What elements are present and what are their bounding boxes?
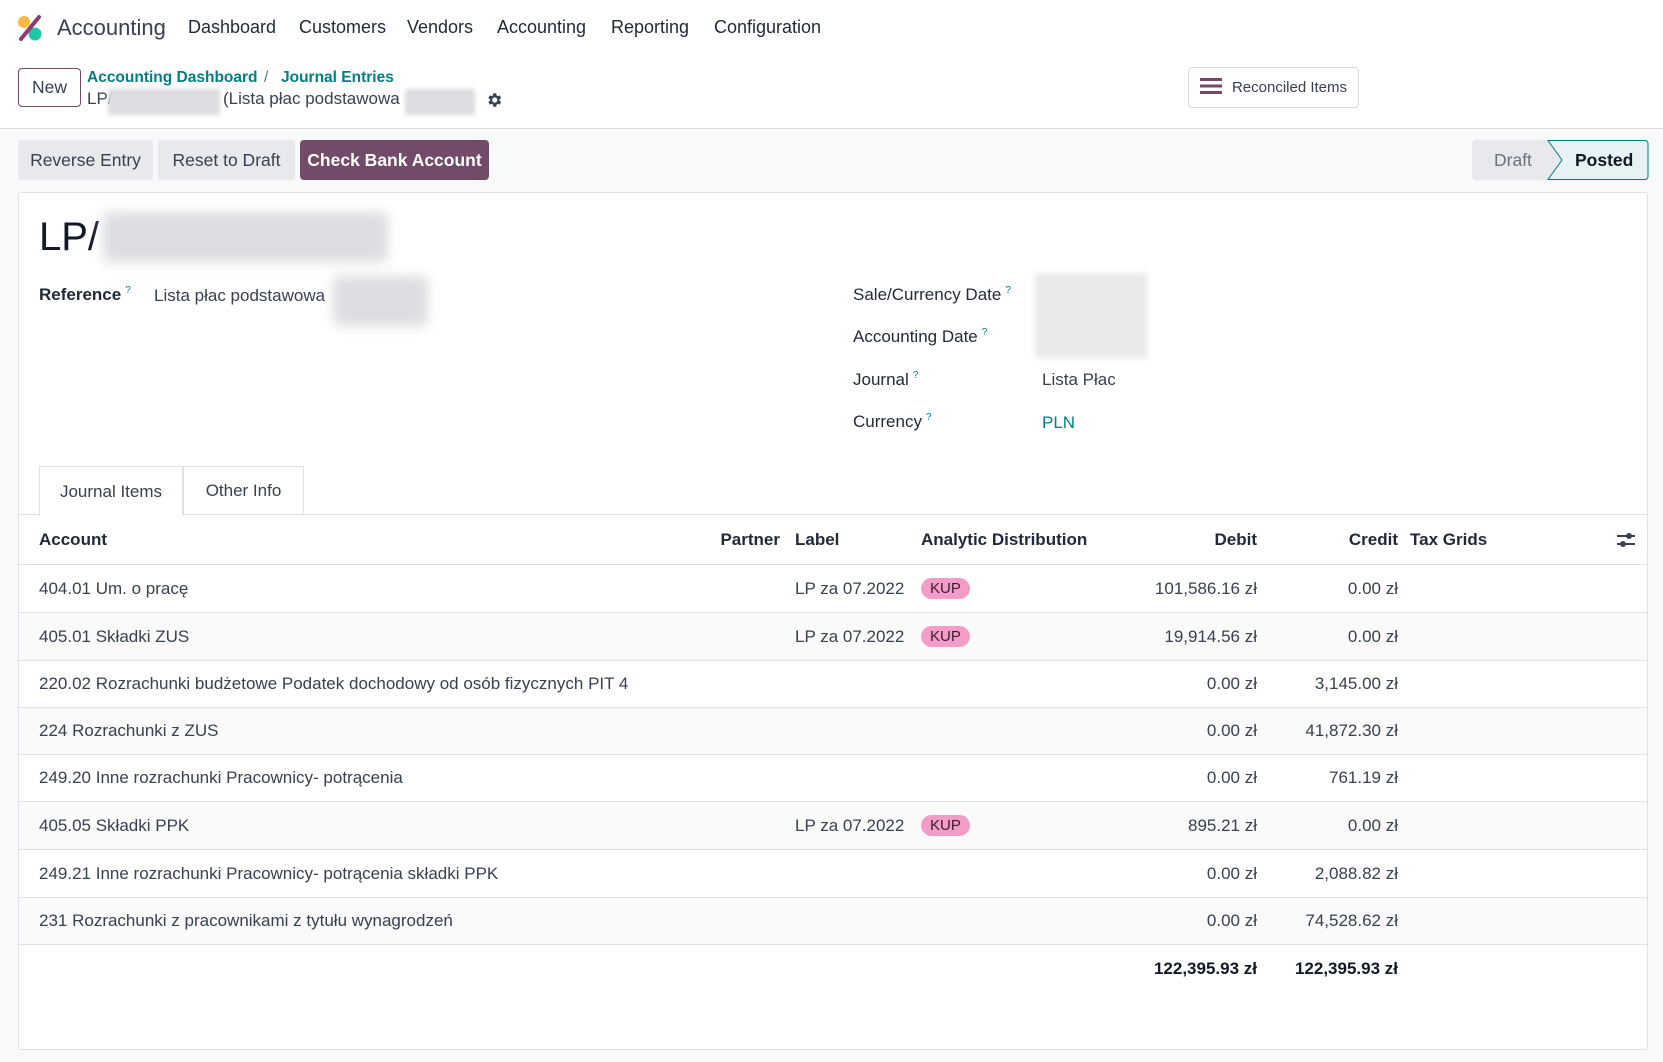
table-row[interactable]: 220.02 Rozrachunki budżetowe Podatek doc… bbox=[19, 661, 1647, 708]
label-cell: LP za 07.2022 bbox=[795, 815, 905, 835]
analytic-badge: KUP bbox=[921, 815, 970, 836]
record-name-prefix: LP/ bbox=[87, 89, 113, 108]
list-icon bbox=[1199, 77, 1222, 98]
debit-cell: 895.21 zł bbox=[1188, 815, 1257, 835]
control-panel: New Accounting Dashboard / Journal Entri… bbox=[0, 57, 1663, 129]
table-row[interactable]: 224 Rozrachunki z ZUS 0.00 zł 41,872.30 zł bbox=[19, 708, 1647, 755]
label-cell: LP za 07.2022 bbox=[795, 578, 905, 598]
check-bank-account-button[interactable]: Check Bank Account bbox=[300, 140, 489, 180]
credit-cell: 0.00 zł bbox=[1347, 815, 1398, 835]
status-posted-shape bbox=[1547, 140, 1649, 180]
col-debit[interactable]: Debit bbox=[1214, 529, 1258, 549]
status-draft[interactable]: Draft bbox=[1472, 140, 1562, 180]
account-cell: 404.01 Um. o pracę bbox=[39, 578, 189, 598]
credit-cell: 761.19 zł bbox=[1329, 768, 1398, 787]
optional-columns-icon[interactable] bbox=[1616, 515, 1636, 564]
credit-cell: 74,528.62 zł bbox=[1305, 911, 1398, 930]
menu-customers[interactable]: Customers bbox=[299, 17, 387, 37]
table-header: Account Partner Label Analytic Distribut… bbox=[19, 515, 1647, 565]
record-name-suffix: (Lista płac podstawowa bbox=[223, 89, 400, 108]
menu-dashboard[interactable]: Dashboard bbox=[188, 17, 277, 37]
account-cell: 249.21 Inne rozrachunki Pracownicy- potr… bbox=[39, 863, 499, 883]
credit-cell: 0.00 zł bbox=[1347, 578, 1398, 598]
debit-cell: 0.00 zł bbox=[1206, 768, 1257, 787]
debit-cell: 0.00 zł bbox=[1206, 863, 1257, 883]
redacted-area bbox=[108, 89, 220, 115]
breadcrumb-accounting-dashboard[interactable]: Accounting Dashboard bbox=[87, 69, 258, 86]
top-navbar: Accounting Dashboard Customers Vendors A… bbox=[0, 0, 1663, 57]
journal-value[interactable]: Lista Płac bbox=[1042, 370, 1116, 389]
account-cell: 220.02 Rozrachunki budżetowe Podatek doc… bbox=[39, 674, 629, 693]
totals-row: 122,395.93 zł 122,395.93 zł bbox=[19, 945, 1647, 993]
tabs-divider bbox=[19, 514, 1647, 515]
col-partner[interactable]: Partner bbox=[720, 529, 780, 549]
account-cell: 224 Rozrachunki z ZUS bbox=[39, 721, 219, 740]
credit-cell: 3,145.00 zł bbox=[1314, 674, 1398, 693]
tab-journal-items[interactable]: Journal Items bbox=[39, 466, 183, 516]
debit-cell: 101,586.16 zł bbox=[1154, 578, 1257, 598]
debit-cell: 0.00 zł bbox=[1206, 911, 1257, 930]
table-row[interactable]: 249.21 Inne rozrachunki Pracownicy- potr… bbox=[19, 850, 1647, 898]
app-name[interactable]: Accounting bbox=[57, 15, 166, 40]
currency-value[interactable]: PLN bbox=[1042, 413, 1076, 432]
entry-title: LP/ bbox=[39, 215, 100, 259]
sale-date-label: Sale/Currency Date? bbox=[853, 285, 1011, 304]
journal-label: Journal? bbox=[853, 370, 919, 389]
debit-cell: 0.00 zł bbox=[1206, 674, 1257, 693]
app-logo-icon[interactable] bbox=[17, 15, 43, 41]
redacted-dates bbox=[1035, 273, 1147, 358]
status-posted[interactable]: Posted bbox=[1575, 150, 1634, 170]
account-cell: 231 Rozrachunki z pracownikami z tytułu … bbox=[39, 911, 453, 930]
reset-to-draft-button[interactable]: Reset to Draft bbox=[158, 140, 295, 180]
help-icon[interactable]: ? bbox=[981, 327, 988, 339]
table-row[interactable]: 405.05 Składki PPK LP za 07.2022 KUP 895.21… bbox=[19, 802, 1647, 850]
reference-label: Reference? bbox=[39, 285, 131, 304]
account-cell: 249.20 Inne rozrachunki Pracownicy- potr… bbox=[39, 768, 403, 787]
currency-label: Currency? bbox=[853, 412, 932, 431]
analytic-badge: KUP bbox=[921, 626, 970, 647]
reconciled-items-button[interactable]: Reconciled Items bbox=[1188, 67, 1359, 108]
credit-cell: 41,872.30 zł bbox=[1305, 721, 1398, 740]
table-row[interactable]: 405.01 Składki ZUS LP za 07.2022 KUP 19,914… bbox=[19, 613, 1647, 661]
total-credit: 122,395.93 zł bbox=[1294, 959, 1398, 978]
table-row[interactable]: 404.01 Um. o pracę LP za 07.2022 KUP 101,58… bbox=[19, 565, 1647, 613]
credit-cell: 0.00 zł bbox=[1347, 626, 1398, 646]
help-icon[interactable]: ? bbox=[925, 412, 932, 424]
tab-other-info[interactable]: Other Info bbox=[183, 466, 304, 515]
help-icon[interactable]: ? bbox=[912, 370, 919, 382]
accounting-date-label: Accounting Date? bbox=[853, 327, 988, 346]
analytic-badge: KUP bbox=[921, 578, 970, 599]
breadcrumb-journal-entries[interactable]: Journal Entries bbox=[281, 69, 394, 86]
table-row[interactable]: 231 Rozrachunki z pracownikami z tytułu … bbox=[19, 898, 1647, 945]
col-label[interactable]: Label bbox=[795, 529, 840, 549]
menu-configuration[interactable]: Configuration bbox=[714, 17, 822, 37]
credit-cell: 2,088.82 zł bbox=[1314, 863, 1398, 883]
account-cell: 405.01 Składki ZUS bbox=[39, 626, 190, 646]
reference-value[interactable]: Lista płac podstawowa bbox=[154, 286, 326, 305]
debit-cell: 19,914.56 zł bbox=[1164, 626, 1257, 646]
help-icon[interactable]: ? bbox=[125, 285, 131, 297]
breadcrumb-separator: / bbox=[264, 69, 269, 86]
menu-accounting[interactable]: Accounting bbox=[497, 17, 587, 37]
label-cell: LP za 07.2022 bbox=[795, 626, 905, 646]
col-analytic[interactable]: Analytic Distribution bbox=[921, 529, 1088, 549]
new-button[interactable]: New bbox=[18, 68, 81, 107]
menu-reporting[interactable]: Reporting bbox=[611, 17, 690, 37]
redacted-area bbox=[405, 89, 475, 115]
help-icon[interactable]: ? bbox=[1005, 285, 1011, 297]
reverse-entry-button[interactable]: Reverse Entry bbox=[18, 140, 153, 180]
redacted-area bbox=[103, 212, 388, 262]
debit-cell: 0.00 zł bbox=[1206, 721, 1257, 740]
table-row[interactable]: 249.20 Inne rozrachunki Pracownicy- potr… bbox=[19, 755, 1647, 802]
col-account[interactable]: Account bbox=[39, 529, 107, 549]
account-cell: 405.05 Składki PPK bbox=[39, 815, 190, 835]
col-credit[interactable]: Credit bbox=[1348, 529, 1398, 549]
reconciled-items-label: Reconciled Items bbox=[1231, 79, 1348, 96]
gear-icon[interactable] bbox=[485, 91, 503, 109]
menu-vendors[interactable]: Vendors bbox=[407, 17, 474, 37]
total-debit: 122,395.93 zł bbox=[1153, 959, 1257, 978]
redacted-area bbox=[333, 276, 428, 326]
col-tax-grids[interactable]: Tax Grids bbox=[1410, 529, 1488, 549]
